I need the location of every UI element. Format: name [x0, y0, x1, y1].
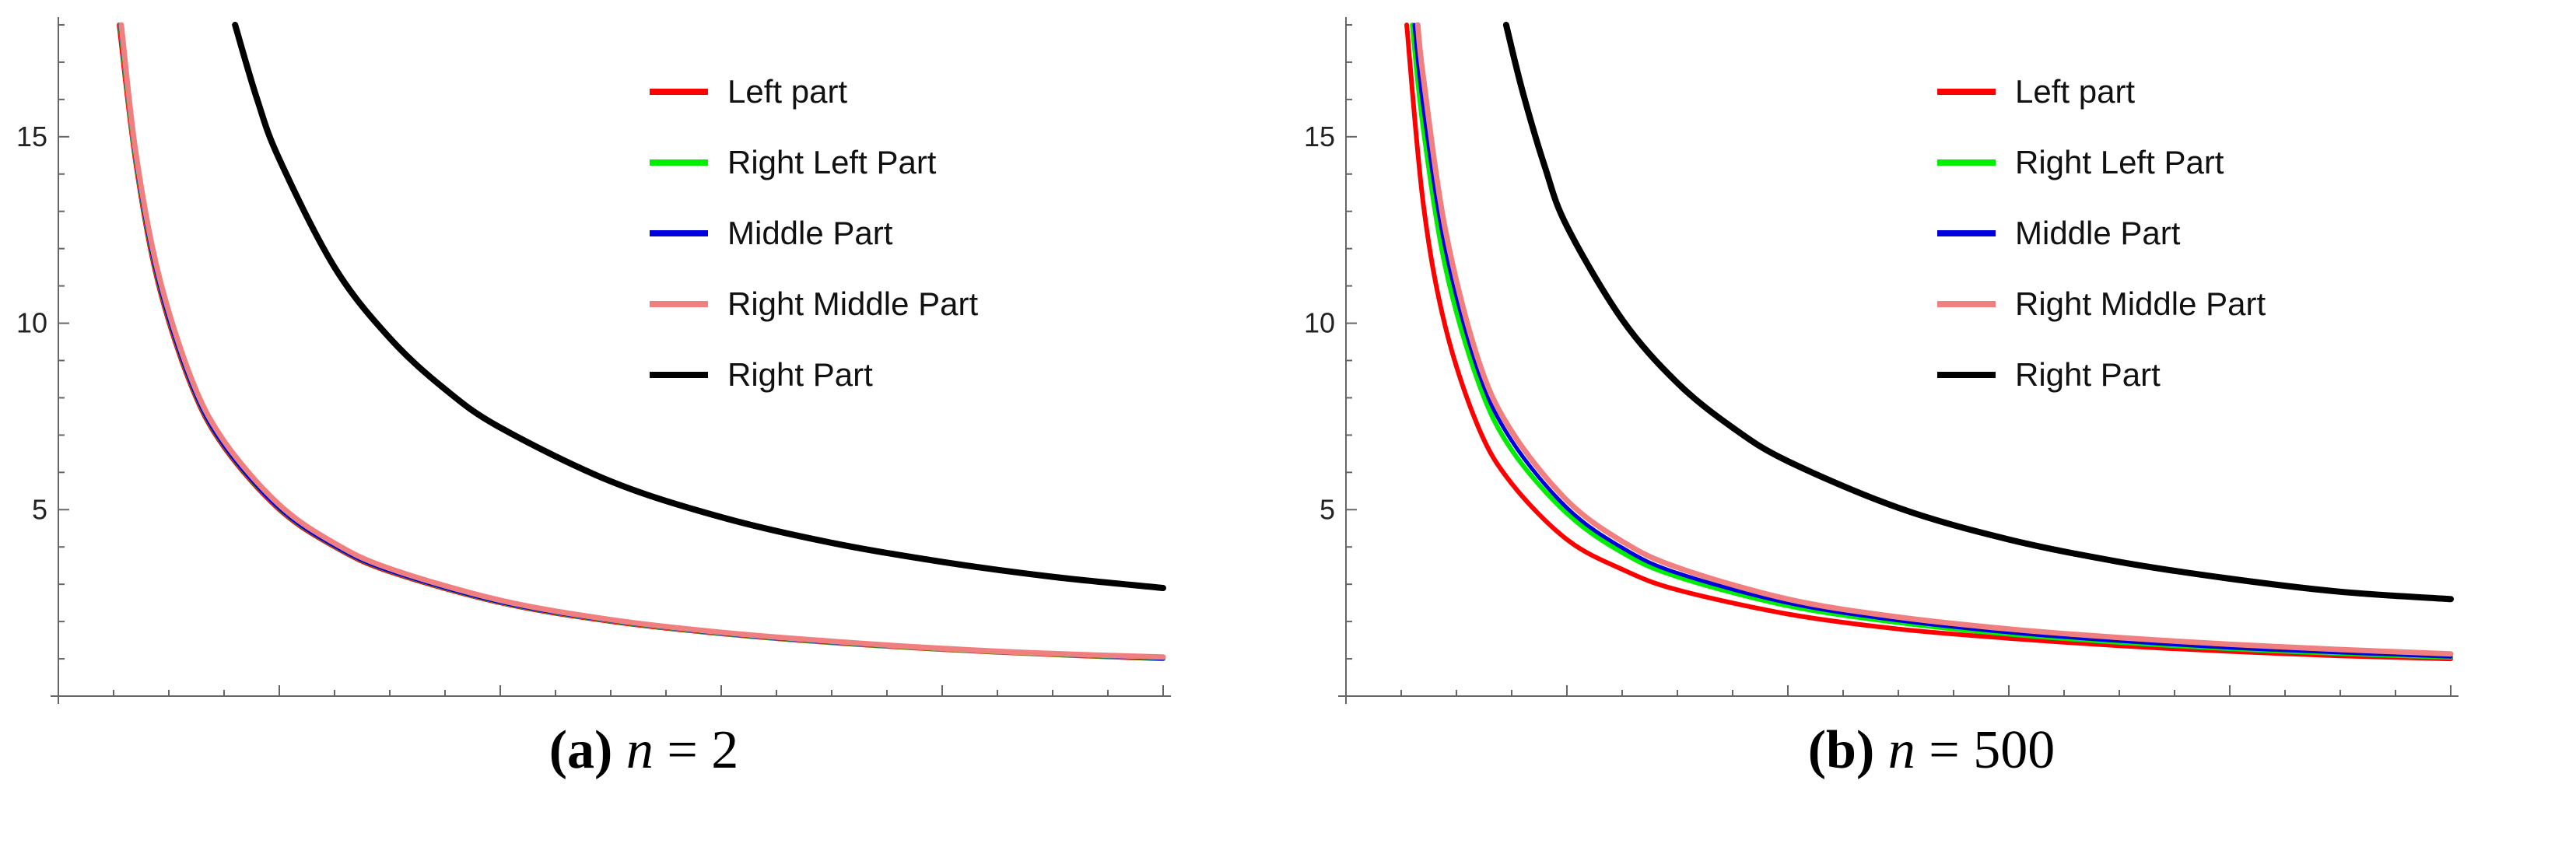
caption-b-eq: = [1915, 720, 1974, 780]
chart-a-legend: Left part Right Left Part Middle Part Right… [650, 73, 978, 393]
chart-b-legend-label-0: Left part [2015, 73, 2135, 110]
caption-a-value: 2 [711, 720, 739, 780]
caption-b-var: n [1887, 720, 1915, 780]
chart-a-series-3-line [118, 22, 1166, 660]
caption-b-label: (b) [1807, 720, 1875, 780]
chart-b-series-3-line [1414, 22, 2454, 657]
chart-b-series-1-line [1410, 23, 2453, 660]
chart-b-legend-label-3: Right Middle Part [2015, 285, 2266, 322]
chart-a-y-tick-label: 15 [16, 121, 47, 152]
caption-b-value: 500 [1973, 720, 2056, 780]
chart-a-y-tick-label: 10 [16, 307, 47, 339]
chart-b-series-4-line [1502, 22, 2454, 603]
chart-a-series-4-line [232, 22, 1166, 591]
chart-a-series-group [117, 22, 1166, 662]
chart-a-y-tick-label: 5 [32, 493, 47, 525]
chart-b-y-tick-label: 15 [1304, 121, 1335, 152]
chart-a-legend-label-3: Right Middle Part [727, 285, 978, 322]
chart-a-series-0-line [117, 23, 1165, 662]
chart-b-legend-label-4: Right Part [2015, 356, 2161, 393]
chart-a-legend-label-1: Right Left Part [727, 144, 937, 180]
chart-a-legend-label-0: Left part [727, 73, 847, 110]
chart-b-y-tick-label: 10 [1304, 307, 1335, 339]
chart-b-legend-label-1: Right Left Part [2015, 144, 2224, 180]
chart-b-y-tick-label: 5 [1320, 493, 1335, 525]
chart-a-series-2-line [118, 23, 1165, 661]
chart-a-series-1-line [117, 23, 1165, 661]
caption-a: (a) n = 2 [0, 719, 1288, 782]
caption-b: (b) n = 500 [1288, 719, 2575, 782]
chart-a-legend-label-2: Middle Part [727, 215, 893, 251]
chart-b-series-group [1404, 22, 2454, 662]
chart-b-legend-label-2: Middle Part [2015, 215, 2181, 251]
caption-a-label: (a) [548, 720, 613, 780]
chart-b-series-0-line [1404, 23, 2453, 662]
caption-a-var: n [626, 720, 654, 780]
chart-b-legend: Left part Right Left Part Middle Part Right… [1937, 73, 2266, 393]
chart-b-series-2-line [1412, 23, 2453, 659]
chart-a-legend-label-4: Right Part [727, 356, 873, 393]
caption-a-eq: = [653, 720, 712, 780]
